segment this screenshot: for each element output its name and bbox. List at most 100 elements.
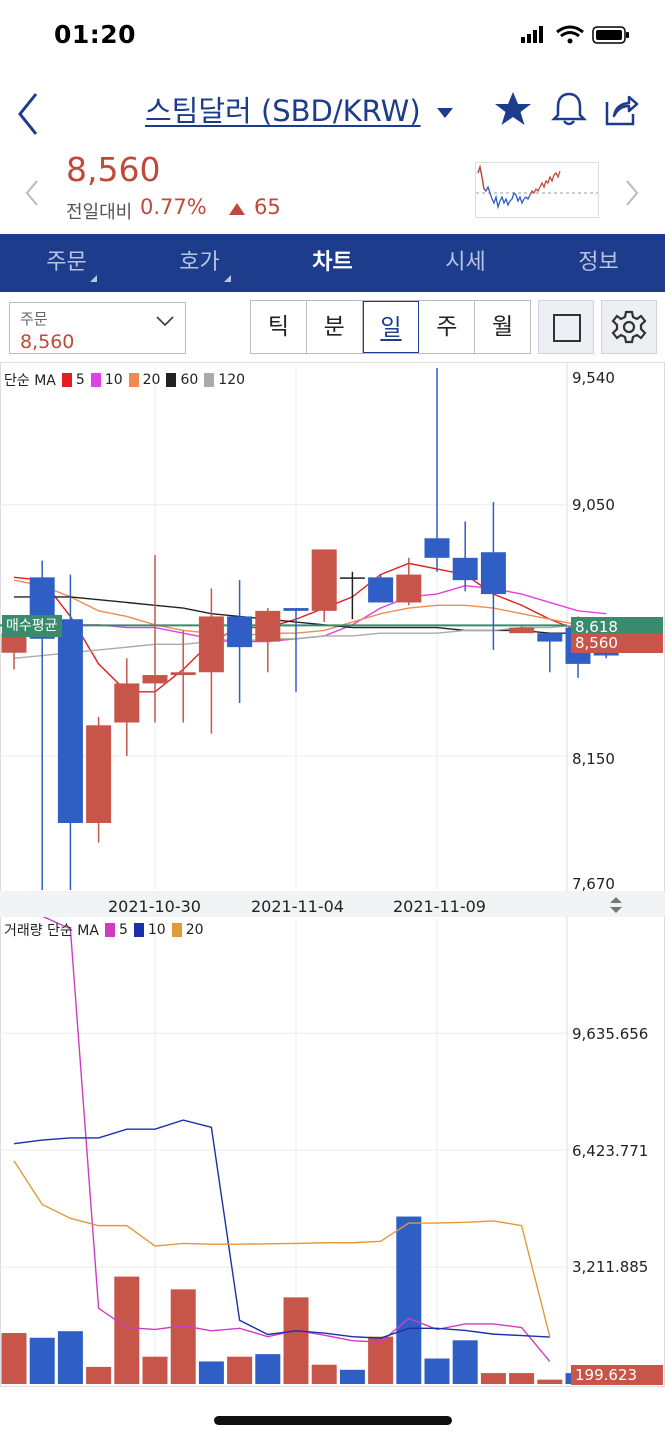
avg-buy-tag: 매수평균 [2, 615, 62, 637]
volume-bar [509, 1373, 535, 1384]
share-icon [605, 95, 639, 126]
price-ma-20-line [13, 579, 607, 637]
legend-item-ma10: 10 [104, 372, 123, 388]
share-button[interactable] [603, 92, 639, 132]
price-axis-tick: 9,540 [572, 369, 615, 387]
candle-body [509, 627, 535, 634]
date-axis-label: 2021-11-09 [393, 897, 486, 916]
tab-market[interactable]: 시세 [399, 234, 532, 292]
period-day[interactable]: 일 [362, 301, 420, 353]
legend-swatch [204, 373, 215, 387]
volume-bar [311, 1364, 337, 1384]
sort-arrows-icon [610, 897, 622, 913]
next-coin-button[interactable] [622, 178, 642, 212]
price-axis-tick: 9,050 [572, 496, 615, 514]
price-summary: 8,560 전일대비 0.77% 65 [0, 148, 665, 230]
triangle-up-icon [228, 201, 246, 220]
volume-ma-20-line [13, 1160, 551, 1337]
tab-label: 주문 [46, 250, 87, 275]
square-icon [553, 314, 581, 342]
legend-swatch [104, 923, 115, 937]
legend-item-ma60: 60 [180, 372, 199, 388]
change-label: 전일대비 [66, 202, 133, 223]
tab-info[interactable]: 정보 [532, 234, 665, 292]
tab-label: 차트 [312, 250, 353, 275]
page-title[interactable]: 스팀달러 (SBD/KRW) [145, 94, 421, 128]
corner-icon [90, 275, 97, 282]
chart-settings-button[interactable] [601, 300, 657, 354]
tab-label: 호가 [179, 250, 220, 275]
favorite-button[interactable] [494, 90, 532, 132]
gear-icon [611, 310, 647, 344]
volume-bar [255, 1354, 281, 1384]
period-month[interactable]: 월 [492, 314, 514, 340]
volume-bar [86, 1366, 112, 1384]
date-axis-label: 2021-10-30 [108, 897, 201, 916]
candle-body [424, 538, 450, 558]
volume-ma-5-line [13, 910, 551, 1362]
price-ma-120-line [13, 624, 607, 660]
legend-item-ma20: 20 [142, 372, 161, 388]
sparkline-chart [476, 164, 598, 210]
home-indicator[interactable] [214, 1416, 452, 1425]
candle-body [198, 616, 224, 673]
price-legend-prefix: 단순 MA [4, 373, 56, 389]
candle-body [57, 619, 83, 824]
legend-item-vma20: 20 [185, 922, 204, 938]
legend-item-ma5: 5 [75, 372, 85, 388]
volume-bar [198, 1361, 224, 1384]
chart-frame [0, 362, 665, 1387]
candle-body [480, 552, 506, 595]
volume-bar [452, 1340, 478, 1384]
alert-button[interactable] [550, 90, 588, 132]
candle-body [537, 633, 563, 642]
volume-bar [396, 1216, 422, 1384]
title-bar: 스팀달러 (SBD/KRW) [0, 80, 665, 142]
tab-chart[interactable]: 차트 [266, 234, 399, 292]
candle-body [396, 574, 422, 603]
status-time: 01:20 [54, 20, 137, 49]
order-price-select[interactable]: 주문 8,560 [9, 302, 186, 354]
change-percent: 0.77% [140, 195, 207, 219]
period-minute[interactable]: 분 [307, 301, 363, 353]
tab-orderbook[interactable]: 호가 [133, 234, 266, 292]
volume-bar [1, 1333, 27, 1384]
volume-bar [57, 1331, 83, 1384]
order-select-label: 주문 [20, 310, 48, 328]
chevron-left-icon [18, 93, 38, 135]
legend-swatch [90, 373, 101, 387]
status-bar: 01:20 [0, 0, 665, 72]
volume-bar [142, 1356, 168, 1384]
prev-coin-button[interactable] [22, 178, 42, 212]
back-button[interactable] [10, 86, 50, 136]
star-icon [495, 92, 531, 125]
candle-body [283, 608, 309, 611]
mini-chart[interactable] [475, 162, 599, 218]
change-amount: 65 [254, 195, 281, 219]
volume-axis-tick: 3,211.885 [572, 1258, 649, 1276]
volume-bar [114, 1276, 140, 1384]
order-select-value: 8,560 [20, 331, 75, 353]
title-dropdown-button[interactable] [436, 104, 454, 123]
volume-axis-tick: 6,423.771 [572, 1142, 649, 1160]
volume-bar [424, 1358, 450, 1384]
tab-order[interactable]: 주문 [0, 234, 133, 292]
legend-swatch [133, 923, 144, 937]
volume-bar [537, 1379, 563, 1384]
chart-area[interactable]: 단순 MA 5 10 20 60 120 9,540 9,050 8,150 7… [0, 362, 665, 1388]
status-icons [521, 24, 631, 50]
legend-item-vma5: 5 [118, 922, 128, 938]
tab-label: 시세 [445, 250, 486, 275]
signal-wifi-battery-icon [521, 25, 629, 44]
resize-handle[interactable] [606, 896, 626, 914]
period-week[interactable]: 주 [419, 301, 476, 353]
fullscreen-button[interactable] [538, 300, 594, 354]
period-tick[interactable]: 틱 [251, 301, 307, 353]
candle-body [311, 549, 337, 611]
bell-icon [550, 92, 588, 126]
last-volume-tag: 199.623 [571, 1365, 663, 1385]
main-tabs: 주문 호가 차트 시세 정보 [0, 234, 665, 292]
volume-legend-prefix: 거래량 단순 MA [4, 923, 99, 939]
candle-body [339, 577, 365, 579]
legend-item-ma120: 120 [218, 372, 246, 388]
